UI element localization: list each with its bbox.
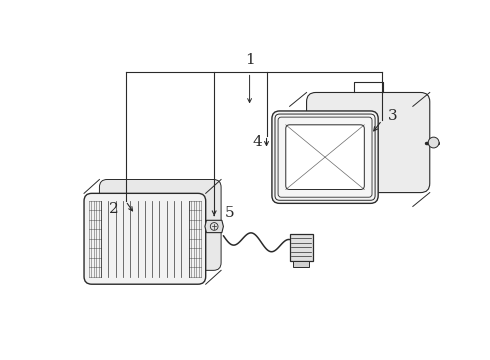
- Text: 2: 2: [109, 202, 119, 216]
- FancyBboxPatch shape: [286, 125, 365, 189]
- Polygon shape: [205, 220, 223, 233]
- FancyBboxPatch shape: [84, 193, 206, 284]
- FancyBboxPatch shape: [294, 261, 309, 267]
- FancyBboxPatch shape: [99, 180, 221, 270]
- FancyBboxPatch shape: [307, 93, 430, 193]
- Text: 5: 5: [225, 206, 234, 220]
- Circle shape: [428, 137, 439, 148]
- Text: 1: 1: [245, 53, 254, 67]
- Text: 4: 4: [252, 135, 262, 149]
- FancyBboxPatch shape: [290, 234, 313, 261]
- Text: 3: 3: [388, 109, 397, 123]
- FancyBboxPatch shape: [272, 111, 378, 203]
